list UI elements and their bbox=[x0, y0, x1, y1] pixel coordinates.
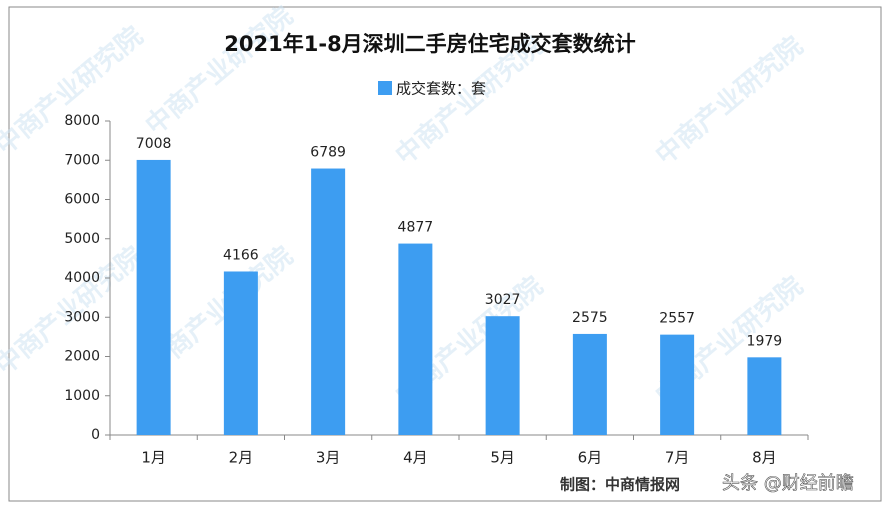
value-label: 4166 bbox=[223, 247, 259, 263]
y-tick-label: 8000 bbox=[64, 113, 100, 129]
x-tick-label: 1月 bbox=[141, 449, 166, 467]
y-tick-label: 3000 bbox=[64, 309, 100, 325]
bar bbox=[660, 334, 695, 435]
y-tick-label: 0 bbox=[91, 427, 100, 443]
value-label: 7008 bbox=[136, 136, 172, 152]
bar bbox=[398, 243, 433, 435]
bar bbox=[223, 271, 258, 435]
bar bbox=[572, 333, 607, 435]
value-label: 6789 bbox=[310, 145, 346, 161]
x-tick-label: 7月 bbox=[665, 449, 690, 467]
y-tick-label: 5000 bbox=[64, 231, 100, 247]
x-tick-label: 5月 bbox=[490, 449, 515, 467]
y-tick-label: 4000 bbox=[64, 270, 100, 286]
value-label: 2557 bbox=[659, 311, 695, 327]
x-tick-label: 2月 bbox=[229, 449, 254, 467]
x-tick-label: 6月 bbox=[578, 449, 603, 467]
value-label: 4877 bbox=[398, 220, 434, 236]
source: 制图：中商情报网 bbox=[560, 476, 680, 494]
y-tick-label: 7000 bbox=[64, 152, 100, 168]
y-tick-label: 2000 bbox=[64, 349, 100, 365]
value-label: 2575 bbox=[572, 310, 608, 326]
bar bbox=[311, 168, 346, 436]
legend-swatch bbox=[378, 81, 392, 95]
x-tick-label: 8月 bbox=[752, 449, 777, 467]
x-tick-label: 3月 bbox=[316, 449, 341, 467]
x-tick-label: 4月 bbox=[403, 449, 428, 467]
y-tick-label: 6000 bbox=[64, 192, 100, 208]
bar bbox=[485, 316, 520, 435]
legend-label: 成交套数：套 bbox=[396, 80, 486, 98]
value-label: 3027 bbox=[485, 292, 521, 308]
y-tick-label: 1000 bbox=[64, 388, 100, 404]
bar bbox=[747, 357, 782, 435]
credit: 头条 @财经前瞻 bbox=[722, 473, 854, 494]
value-label: 1979 bbox=[747, 333, 783, 349]
chart-title: 2021年1-8月深圳二手房住宅成交套数统计 bbox=[224, 32, 635, 56]
bar bbox=[136, 159, 171, 435]
